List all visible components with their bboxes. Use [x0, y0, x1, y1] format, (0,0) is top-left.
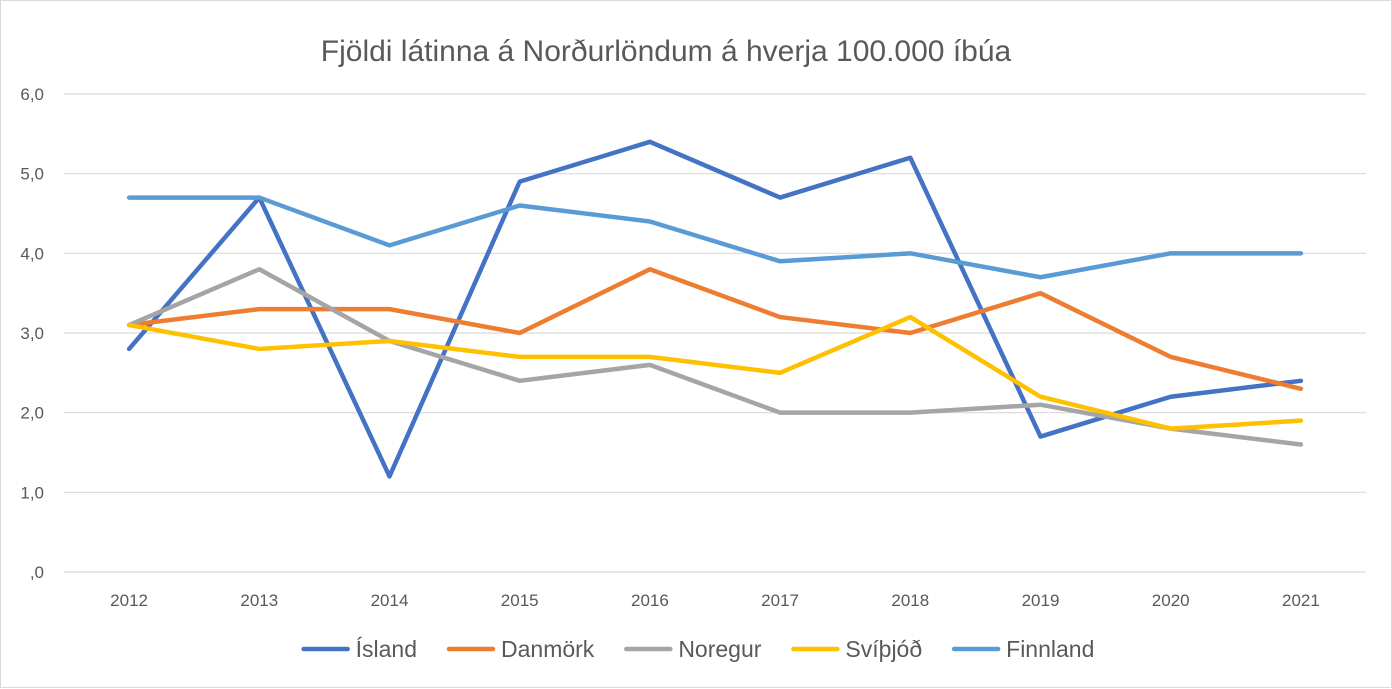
- legend-label: Finnland: [1006, 636, 1094, 662]
- y-tick-label: ,0: [30, 563, 44, 582]
- series-lines: [126, 139, 1304, 479]
- legend-item: Noregur: [624, 636, 762, 662]
- y-tick-label: 6,0: [20, 85, 44, 104]
- y-tick-label: 4,0: [20, 244, 44, 263]
- x-tick-label: 2015: [501, 591, 539, 610]
- x-tick-label: 2019: [1022, 591, 1060, 610]
- x-tick-label: 2013: [240, 591, 278, 610]
- series-line-2: [126, 267, 1304, 392]
- x-tick-label: 2020: [1152, 591, 1190, 610]
- legend-item: Finnland: [951, 636, 1094, 662]
- x-tick-label: 2018: [891, 591, 929, 610]
- y-tick-label: 3,0: [20, 324, 44, 343]
- legend-label: Noregur: [678, 636, 761, 662]
- y-tick-label: 5,0: [20, 165, 44, 184]
- x-axis: 2012 2013 2014 2015 2016 2017 2018 2019 2020 2021: [110, 591, 1320, 610]
- chart-title: Fjöldi látinna á Norðurlöndum á hverja 1…: [320, 35, 1012, 68]
- x-tick-label: 2021: [1282, 591, 1320, 610]
- legend-item: Svíþjóð: [791, 636, 922, 662]
- x-tick-label: 2012: [110, 591, 148, 610]
- y-tick-label: 1,0: [20, 483, 44, 502]
- series-line-5: [126, 195, 1304, 280]
- series-line-3: [126, 267, 1304, 447]
- x-tick-label: 2014: [371, 591, 409, 610]
- series-line-4: [126, 314, 1304, 431]
- legend-label: Ísland: [356, 636, 417, 662]
- legend-label: Svíþjóð: [845, 636, 922, 662]
- legend: Ísland Danmörk Noregur Svíþjóð Finnland: [301, 636, 1094, 662]
- y-axis: ,0 1,0 2,0 3,0 4,0 5,0 6,0: [20, 85, 44, 582]
- x-tick-label: 2016: [631, 591, 669, 610]
- gridlines: [64, 93, 1366, 573]
- legend-item: Danmörk: [446, 636, 595, 662]
- legend-label: Danmörk: [501, 636, 595, 662]
- x-tick-label: 2017: [761, 591, 799, 610]
- y-tick-label: 2,0: [20, 404, 44, 423]
- legend-item: Ísland: [301, 636, 417, 662]
